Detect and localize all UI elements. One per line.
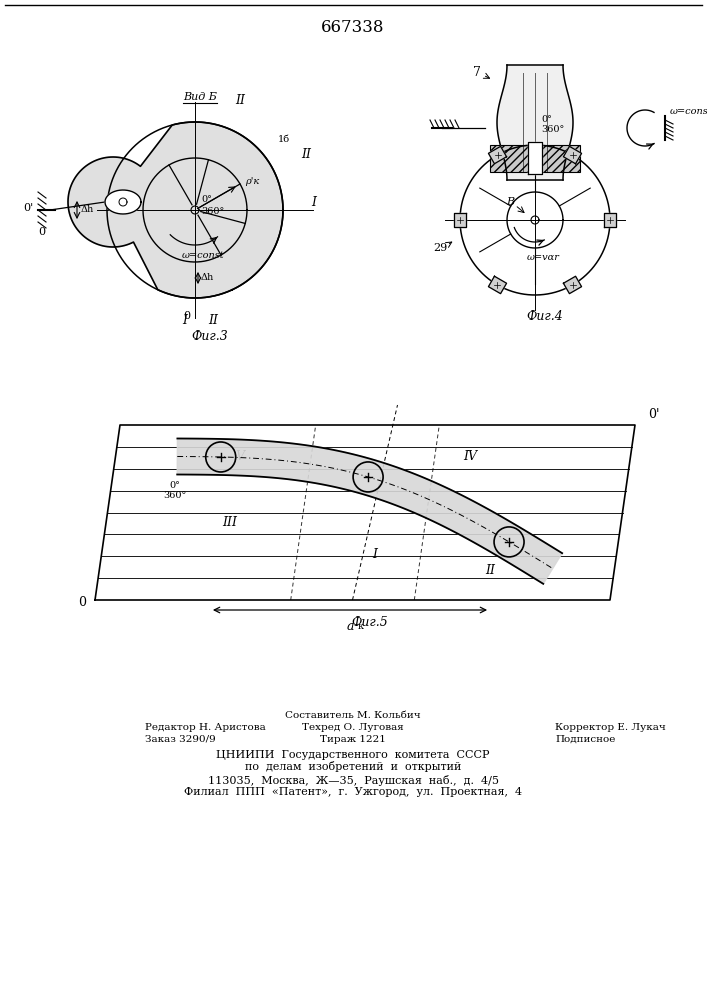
Text: 1б: 1б bbox=[278, 135, 290, 144]
Polygon shape bbox=[497, 65, 573, 180]
Text: Филиал  ППП  «Патент»,  г.  Ужгород,  ул.  Проектная,  4: Филиал ППП «Патент», г. Ужгород, ул. Про… bbox=[184, 787, 522, 797]
Polygon shape bbox=[177, 439, 562, 584]
Text: Корректор Е. Лукач: Корректор Е. Лукач bbox=[555, 722, 666, 732]
Polygon shape bbox=[563, 146, 582, 164]
Text: V: V bbox=[235, 450, 245, 464]
Text: В: В bbox=[506, 197, 514, 207]
Text: 29: 29 bbox=[433, 243, 447, 253]
Text: Техред О. Луговая: Техред О. Луговая bbox=[302, 722, 404, 732]
Text: по  делам  изобретений  и  открытий: по делам изобретений и открытий bbox=[245, 762, 461, 772]
Polygon shape bbox=[489, 146, 506, 164]
Text: 667338: 667338 bbox=[321, 19, 385, 36]
Text: 0°: 0° bbox=[541, 115, 552, 124]
Text: 113035,  Москва,  Ж—35,  Раушская  наб.,  д.  4/5: 113035, Москва, Ж—35, Раушская наб., д. … bbox=[207, 774, 498, 786]
Text: к: к bbox=[358, 622, 364, 631]
Polygon shape bbox=[68, 122, 283, 298]
Text: 0': 0' bbox=[648, 408, 660, 422]
Polygon shape bbox=[604, 213, 616, 227]
Text: II: II bbox=[235, 94, 245, 107]
Text: Фиг.3: Фиг.3 bbox=[192, 330, 228, 342]
Text: Вид Б: Вид Б bbox=[183, 92, 217, 102]
Text: I: I bbox=[373, 548, 378, 562]
Text: Редактор Н. Аристова: Редактор Н. Аристова bbox=[145, 722, 266, 732]
Text: Заказ 3290/9: Заказ 3290/9 bbox=[145, 734, 216, 744]
Polygon shape bbox=[528, 142, 542, 174]
Text: 0: 0 bbox=[183, 311, 191, 321]
Text: II: II bbox=[208, 314, 218, 327]
Text: ρ'к: ρ'к bbox=[245, 176, 259, 186]
Text: ω=const': ω=const' bbox=[670, 107, 707, 116]
Polygon shape bbox=[454, 213, 466, 227]
Text: 0°: 0° bbox=[170, 482, 180, 490]
Text: Фиг.5: Фиг.5 bbox=[351, 615, 388, 629]
Text: 360°: 360° bbox=[163, 491, 187, 500]
Text: 360°: 360° bbox=[201, 208, 224, 217]
Text: 0: 0 bbox=[38, 227, 45, 237]
Text: Тираж 1221: Тираж 1221 bbox=[320, 734, 386, 744]
Text: 7: 7 bbox=[473, 66, 481, 79]
Text: ω=const: ω=const bbox=[182, 250, 224, 259]
Bar bbox=[490, 145, 580, 172]
Text: ЦНИИПИ  Государственного  комитета  СССР: ЦНИИПИ Государственного комитета СССР bbox=[216, 750, 490, 760]
Text: 360°: 360° bbox=[541, 125, 564, 134]
Text: а: а bbox=[346, 620, 354, 633]
Polygon shape bbox=[489, 276, 506, 294]
Polygon shape bbox=[105, 190, 141, 214]
Text: Составитель М. Кольбич: Составитель М. Кольбич bbox=[285, 710, 421, 720]
Text: III: III bbox=[223, 516, 238, 528]
Text: 0': 0' bbox=[23, 203, 33, 213]
Polygon shape bbox=[563, 276, 582, 294]
Text: Подписное: Подписное bbox=[555, 734, 615, 744]
Text: IV: IV bbox=[463, 450, 477, 464]
Text: I: I bbox=[311, 196, 316, 209]
Text: Δh: Δh bbox=[201, 273, 214, 282]
Text: II: II bbox=[485, 564, 495, 576]
Text: 0: 0 bbox=[78, 595, 86, 608]
Text: II: II bbox=[301, 148, 311, 161]
Text: 0°: 0° bbox=[201, 196, 212, 205]
Text: Фиг.4: Фиг.4 bbox=[527, 310, 563, 324]
Text: ω=vαr: ω=vαr bbox=[527, 253, 559, 262]
Text: Δh: Δh bbox=[81, 206, 94, 215]
Text: I: I bbox=[182, 314, 187, 327]
